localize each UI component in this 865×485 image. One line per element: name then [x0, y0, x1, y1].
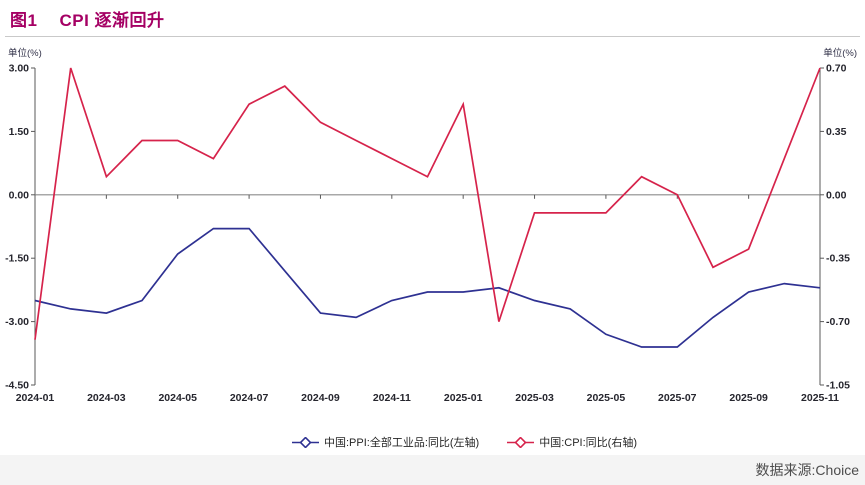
- header-divider: [5, 36, 860, 37]
- x-axis-label: 2025-03: [515, 392, 554, 404]
- x-axis-label: 2025-09: [729, 392, 768, 404]
- left-axis-tick-label: -1.50: [5, 253, 29, 265]
- data-source: 数据来源:Choice: [755, 462, 859, 478]
- ppi-legend-marker-icon: [291, 436, 319, 448]
- legend-item-ppi: 中国:PPI:全部工业品:同比(左轴): [291, 434, 480, 450]
- page-title: CPI 逐渐回升: [59, 11, 165, 30]
- right-axis-tick-label: 0.70: [826, 63, 847, 75]
- x-axis-label: 2025-01: [444, 392, 483, 404]
- x-axis-label: 2024-05: [158, 392, 197, 404]
- x-axis-label: 2024-03: [87, 392, 126, 404]
- left-axis-tick-label: 3.00: [9, 63, 30, 75]
- chart-area: 单位(%) 单位(%) 3.00 1.50 0.00 -1.50 -3.00 -4.50 0.7…: [0, 40, 865, 405]
- x-axis-label: 2025-07: [658, 392, 697, 404]
- left-axis-tick-label: 0.00: [9, 189, 30, 201]
- left-axis-tick-label: -4.50: [5, 380, 29, 392]
- right-axis-unit-label: 单位(%): [823, 47, 857, 59]
- right-axis-tick-label: 0.00: [826, 189, 847, 201]
- ppi-series-line: [34, 227, 821, 348]
- figure-header: 图1 CPI 逐渐回升: [10, 6, 165, 31]
- cpi-legend-marker-icon: [507, 436, 535, 448]
- chart-legend: 中国:PPI:全部工业品:同比(左轴) 中国:CPI:同比(右轴): [32, 432, 865, 452]
- right-axis-tick-label: 0.35: [826, 126, 847, 138]
- figure-label: 图1: [10, 11, 38, 30]
- x-axis-label: 2025-05: [587, 392, 626, 404]
- right-axis-tick-label: -1.05: [826, 380, 850, 392]
- source-bar: 数据来源:Choice: [0, 455, 865, 485]
- line-chart: 单位(%) 单位(%) 3.00 1.50 0.00 -1.50 -3.00 -4.50 0.7…: [5, 47, 857, 404]
- x-axis-label: 2024-01: [16, 392, 55, 404]
- x-axis-label: 2025-11: [801, 392, 839, 404]
- legend-label-cpi: 中国:CPI:同比(右轴): [539, 437, 637, 449]
- x-axis-label: 2024-07: [230, 392, 269, 404]
- legend-label-ppi: 中国:PPI:全部工业品:同比(左轴): [323, 437, 480, 449]
- left-axis-tick-label: -3.00: [5, 316, 29, 328]
- cpi-series-line: [34, 67, 821, 340]
- left-axis-tick-label: 1.50: [9, 126, 30, 138]
- right-axis-tick-label: -0.70: [826, 316, 850, 328]
- x-axis-label: 2024-11: [373, 392, 411, 404]
- x-axis-label: 2024-09: [301, 392, 340, 404]
- legend-item-cpi: 中国:CPI:同比(右轴): [507, 434, 637, 450]
- right-axis-tick-label: -0.35: [826, 253, 850, 265]
- left-axis-unit-label: 单位(%): [8, 47, 42, 59]
